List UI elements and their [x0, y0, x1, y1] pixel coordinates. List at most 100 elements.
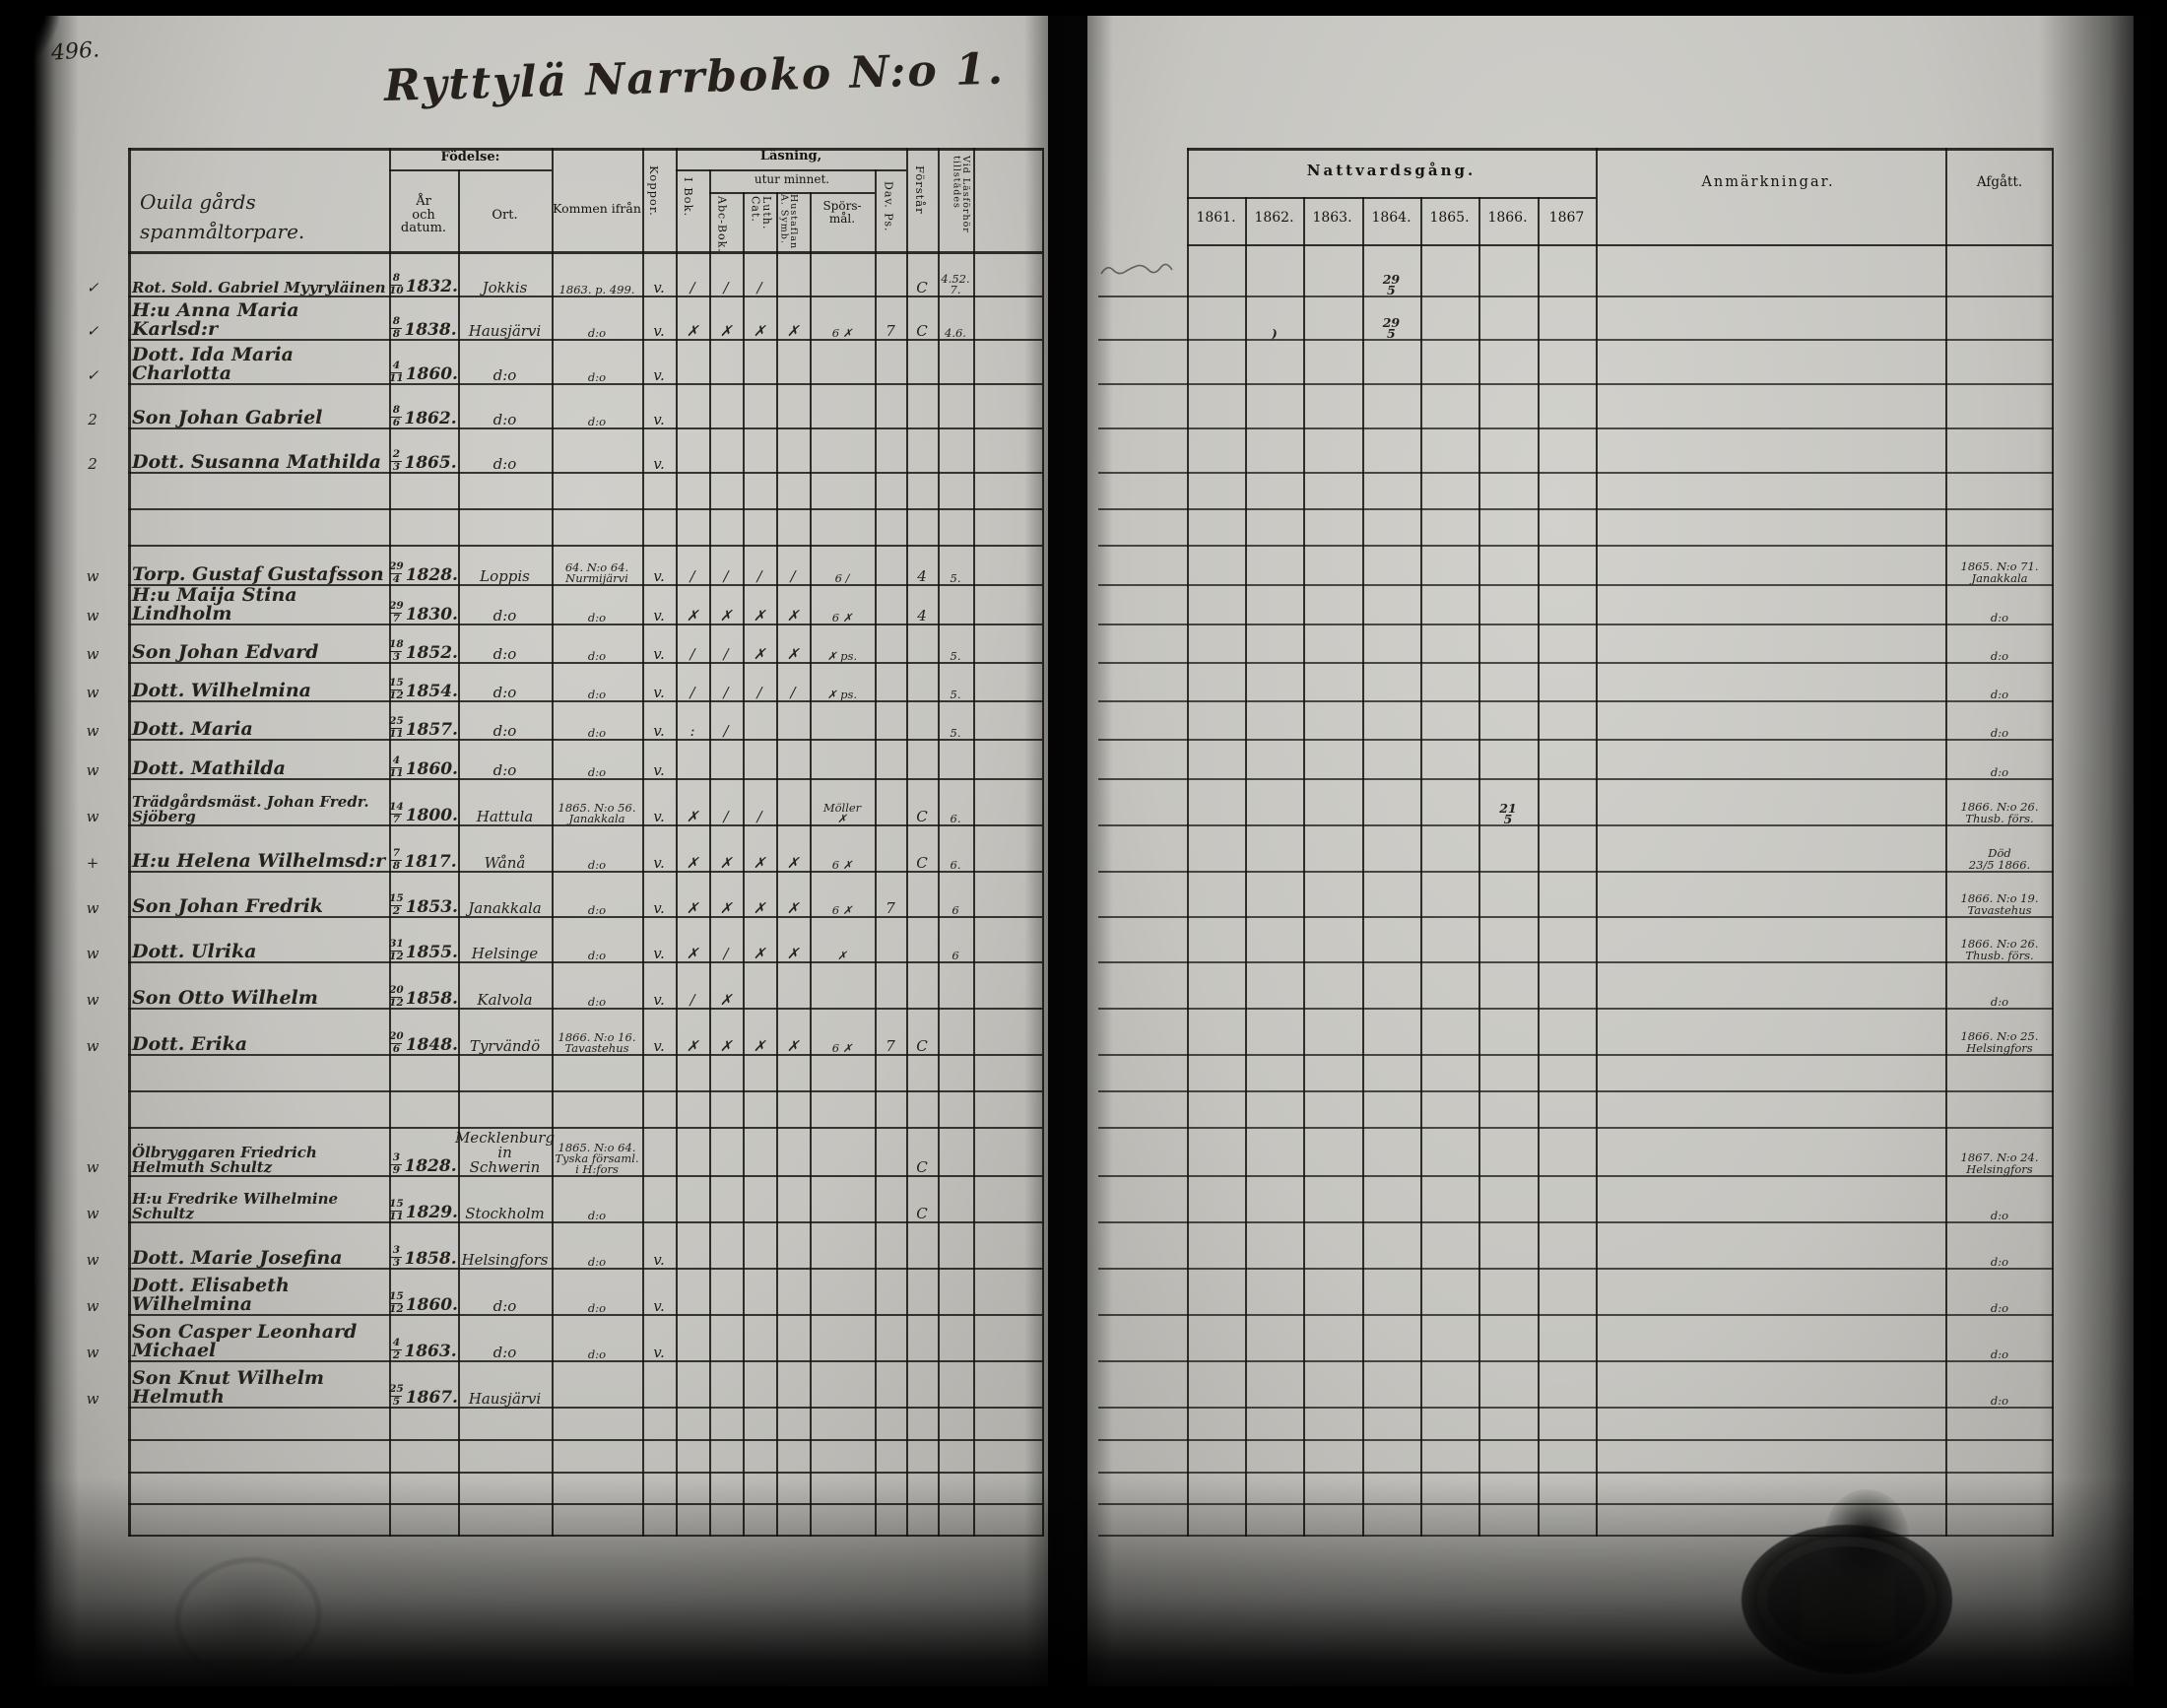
cell-kommen: d:o: [587, 1347, 607, 1362]
table-row: w Son Knut Wilhelm Helmuth Hausjärvi 25 5 186…: [87, 1362, 2054, 1409]
cell-mark: w: [86, 1251, 99, 1269]
birth-year: 1828.: [405, 565, 458, 585]
cell-afgatt: Död 23/5 1866.: [1968, 846, 2031, 872]
table-row: [128, 1092, 2054, 1129]
cell-afgatt: 1866. N:o 26. Thusb. förs.: [1960, 937, 2039, 962]
grid-vline: [709, 169, 711, 1537]
cell-koppor: v.: [653, 607, 665, 624]
cell-name: Dott. Maria: [132, 718, 253, 740]
cell-koppor: v.: [653, 567, 665, 585]
cell-spors: 6 ✗: [831, 326, 853, 341]
cell-kommen: d:o: [587, 370, 607, 385]
grid-vline: [458, 169, 460, 1537]
cell-name: Dott. Ulrika: [132, 941, 257, 962]
cell-mark: w: [86, 761, 99, 779]
table-row: w Dott. Erika Tyrvändö 1866. N:o 16. Tavast…: [87, 1010, 2054, 1056]
cell-communion-1864: 29 5: [1382, 314, 1401, 341]
cell-afgatt: d:o: [1990, 725, 2009, 740]
rule-left: [128, 739, 1042, 741]
rule-right: [1098, 1221, 2054, 1223]
rule-right: [1098, 961, 2054, 963]
cell-mark: w: [86, 899, 99, 917]
top-shadow: [0, 0, 2167, 16]
cell-ort: Hattula: [476, 808, 534, 825]
col-header-luth-cat: Luth. Cat.: [749, 196, 774, 230]
birth-day-month: 29 4: [389, 560, 404, 585]
cell-name: H:u Maija Stina Lindholm: [132, 584, 297, 624]
col-header-afgatt: Afgått.: [1976, 174, 2023, 190]
cell-forstar: C: [916, 1158, 928, 1176]
cell-name: Dott. Ida Maria Charlotta: [132, 344, 294, 384]
cell-koppor: v.: [653, 899, 665, 917]
rule-right: [1098, 871, 2054, 873]
cell-abc: ∕: [723, 279, 729, 296]
birth-year: 1829.: [405, 1203, 458, 1222]
cell-ibok: ∕: [690, 567, 695, 585]
cell-name: Son Johan Edvard: [132, 641, 319, 663]
cell-name: Dott. Marie Josefina: [132, 1247, 343, 1269]
rule-right: [1098, 472, 2054, 474]
birth-day-month: 31 12: [389, 938, 404, 962]
right-book-edge: [2039, 0, 2167, 1708]
rule-left: [128, 1407, 1042, 1409]
col-header-kommen-ifran: Kommen ifrån: [553, 201, 641, 216]
cell-mark: 2: [88, 411, 98, 428]
cell-spors: 6 ✗: [831, 1041, 853, 1056]
cell-kommen: 1863. p. 499.: [558, 283, 635, 297]
rule-right: [1098, 1407, 2054, 1409]
cell-spors: 6 ✗: [831, 858, 853, 873]
birth-day-month: 8 10: [389, 272, 404, 296]
cell-vidlas: 6.: [950, 858, 961, 873]
cell-ibok: ∕: [690, 684, 695, 701]
cell-birthdate: 18 3 1852.: [389, 638, 458, 663]
birth-year: 1867.: [405, 1388, 458, 1408]
cell-afgatt: 1866. N:o 19. Tavastehus: [1960, 891, 2039, 917]
cell-afgatt: d:o: [1990, 994, 2009, 1009]
cell-afgatt: d:o: [1990, 1300, 2009, 1315]
rule-left: [128, 778, 1042, 780]
table-row: w Dott. Marie Josefina Helsingfors d:o v. 3 3 1…: [87, 1223, 2054, 1270]
cell-symb: ✗: [786, 1037, 800, 1055]
cell-birthdate: 2 3 1865.: [390, 449, 457, 472]
birth-day-month: 25 11: [389, 715, 404, 740]
cell-kommen: d:o: [587, 726, 607, 741]
cell-mark: w: [86, 1344, 99, 1361]
cell-ort: Janakkala: [468, 899, 542, 917]
cell-ort: d:o: [492, 761, 517, 779]
cell-kommen: d:o: [587, 903, 607, 918]
cell-birthdate: 15 2 1853.: [389, 893, 458, 916]
cell-dav: 7: [886, 1037, 895, 1055]
cell-name: Son Johan Fredrik: [132, 895, 323, 917]
table-row: w Dott. Elisabeth Wilhelmina d:o d:o v. 15 12 1…: [87, 1270, 2054, 1316]
cell-abc: ✗: [719, 854, 733, 872]
cell-ort: Hausjärvi: [468, 1390, 542, 1408]
cell-kommen: d:o: [587, 858, 607, 873]
rule-left: [128, 1268, 1042, 1270]
table-row: ✓ Rot. Sold. Gabriel Myyryläinen Jokkis 186…: [87, 254, 2054, 297]
bottom-shadow: [0, 1478, 2167, 1708]
table-row: + H:u Helena Wilhelmsd:r Wånå d:o v. ✗ ✗ ✗ ✗ 6 ✗ C…: [87, 826, 2054, 873]
rule-left: [128, 700, 1042, 702]
birth-day-month: 15 12: [389, 677, 404, 701]
cell-mark: ✓: [86, 322, 99, 340]
cell-mark: w: [86, 1390, 99, 1408]
cell-ort: Hausjärvi: [468, 322, 542, 340]
cell-mark: ✓: [86, 279, 99, 296]
birth-day-month: 18 3: [389, 638, 404, 663]
birth-year: 1800.: [405, 806, 458, 825]
col-header-fodelse: Födelse:: [440, 150, 500, 164]
table-row: [128, 1409, 2054, 1441]
cell-koppor: v.: [653, 854, 665, 872]
cell-koppor: v.: [653, 991, 665, 1009]
rule-left: [128, 961, 1042, 963]
rule-right: [1098, 700, 2054, 702]
table-row: [128, 510, 2054, 547]
cell-name: Son Casper Leonhard Michael: [132, 1321, 358, 1361]
cell-mark: w: [86, 684, 99, 701]
grid-vline: [743, 192, 745, 1537]
rule-right: [1098, 383, 2054, 385]
cell-forstar: 4: [917, 607, 927, 624]
birth-year: 1860.: [405, 1295, 458, 1315]
